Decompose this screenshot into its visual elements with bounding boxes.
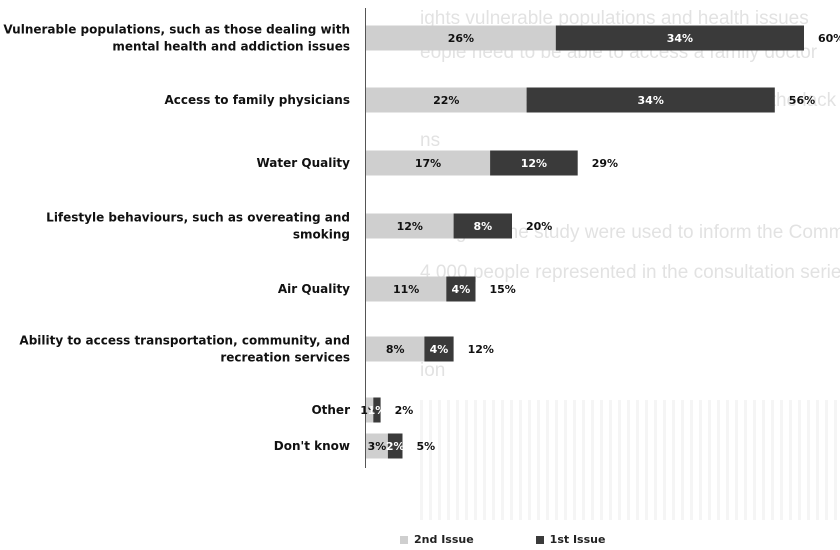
data-label-1st-issue: 4% xyxy=(430,343,449,356)
total-label: 29% xyxy=(592,157,618,170)
category-label: Lifestyle behaviours, such as overeating… xyxy=(46,211,350,242)
bar-segment-1st-issue xyxy=(446,276,476,302)
category-label: Water Quality xyxy=(256,156,350,170)
bar-segment-2nd-issue xyxy=(366,336,425,362)
data-label-2nd-issue: 11% xyxy=(393,283,419,296)
total-label: 60% xyxy=(818,32,840,45)
data-label-1st-issue: 2% xyxy=(386,440,405,453)
bar-segment-2nd-issue xyxy=(366,433,388,459)
bar-segment-1st-issue xyxy=(387,433,403,459)
data-label-1st-issue: 12% xyxy=(521,157,547,170)
category-label: Vulnerable populations, such as those de… xyxy=(3,23,350,54)
total-label: 15% xyxy=(490,283,516,296)
legend-item-1st-issue: 1st Issue xyxy=(535,533,606,546)
data-label-1st-issue: 4% xyxy=(452,283,471,296)
category-label: Don't know xyxy=(274,439,350,453)
data-label-1st-issue: 34% xyxy=(667,32,693,45)
legend-label-2nd-issue: 2nd Issue xyxy=(414,533,474,546)
bar-segment-2nd-issue xyxy=(366,213,454,239)
bar-segment-1st-issue xyxy=(555,25,804,51)
chart-legend: 2nd Issue 1st Issue xyxy=(400,533,605,546)
total-label: 56% xyxy=(789,94,815,107)
legend-swatch-2nd-issue xyxy=(400,535,408,544)
data-label-2nd-issue: 17% xyxy=(415,157,441,170)
bar-segment-2nd-issue xyxy=(366,25,556,51)
bar-segment-1st-issue xyxy=(490,150,578,176)
data-label-2nd-issue: 12% xyxy=(397,220,423,233)
total-label: 5% xyxy=(417,440,436,453)
data-label-2nd-issue: 3% xyxy=(368,440,387,453)
data-label-2nd-issue: 26% xyxy=(448,32,474,45)
bar-segment-1st-issue xyxy=(424,336,454,362)
data-label-2nd-issue: 8% xyxy=(386,343,405,356)
total-label: 12% xyxy=(468,343,494,356)
data-label-1st-issue: 34% xyxy=(638,94,664,107)
total-label: 2% xyxy=(395,404,414,417)
category-label: Air Quality xyxy=(278,282,350,296)
bar-segment-1st-issue xyxy=(526,87,775,113)
bar-segment-2nd-issue xyxy=(366,397,374,423)
category-label: Ability to access transportation, commun… xyxy=(19,334,350,365)
bar-segment-2nd-issue xyxy=(366,87,527,113)
data-label-1st-issue: 8% xyxy=(473,220,492,233)
legend-item-2nd-issue: 2nd Issue xyxy=(400,533,474,546)
bar-segment-1st-issue xyxy=(373,397,381,423)
total-label: 20% xyxy=(526,220,552,233)
data-label-1st-issue: 1% xyxy=(368,404,387,417)
category-label: Access to family physicians xyxy=(164,93,350,107)
legend-swatch-1st-issue xyxy=(535,535,544,544)
bar-segment-1st-issue xyxy=(453,213,512,239)
data-label-2nd-issue: 22% xyxy=(433,94,459,107)
bar-segment-2nd-issue xyxy=(366,150,491,176)
bar-segment-2nd-issue xyxy=(366,276,447,302)
legend-label-1st-issue: 1st Issue xyxy=(549,533,606,546)
category-label: Other xyxy=(311,403,350,417)
